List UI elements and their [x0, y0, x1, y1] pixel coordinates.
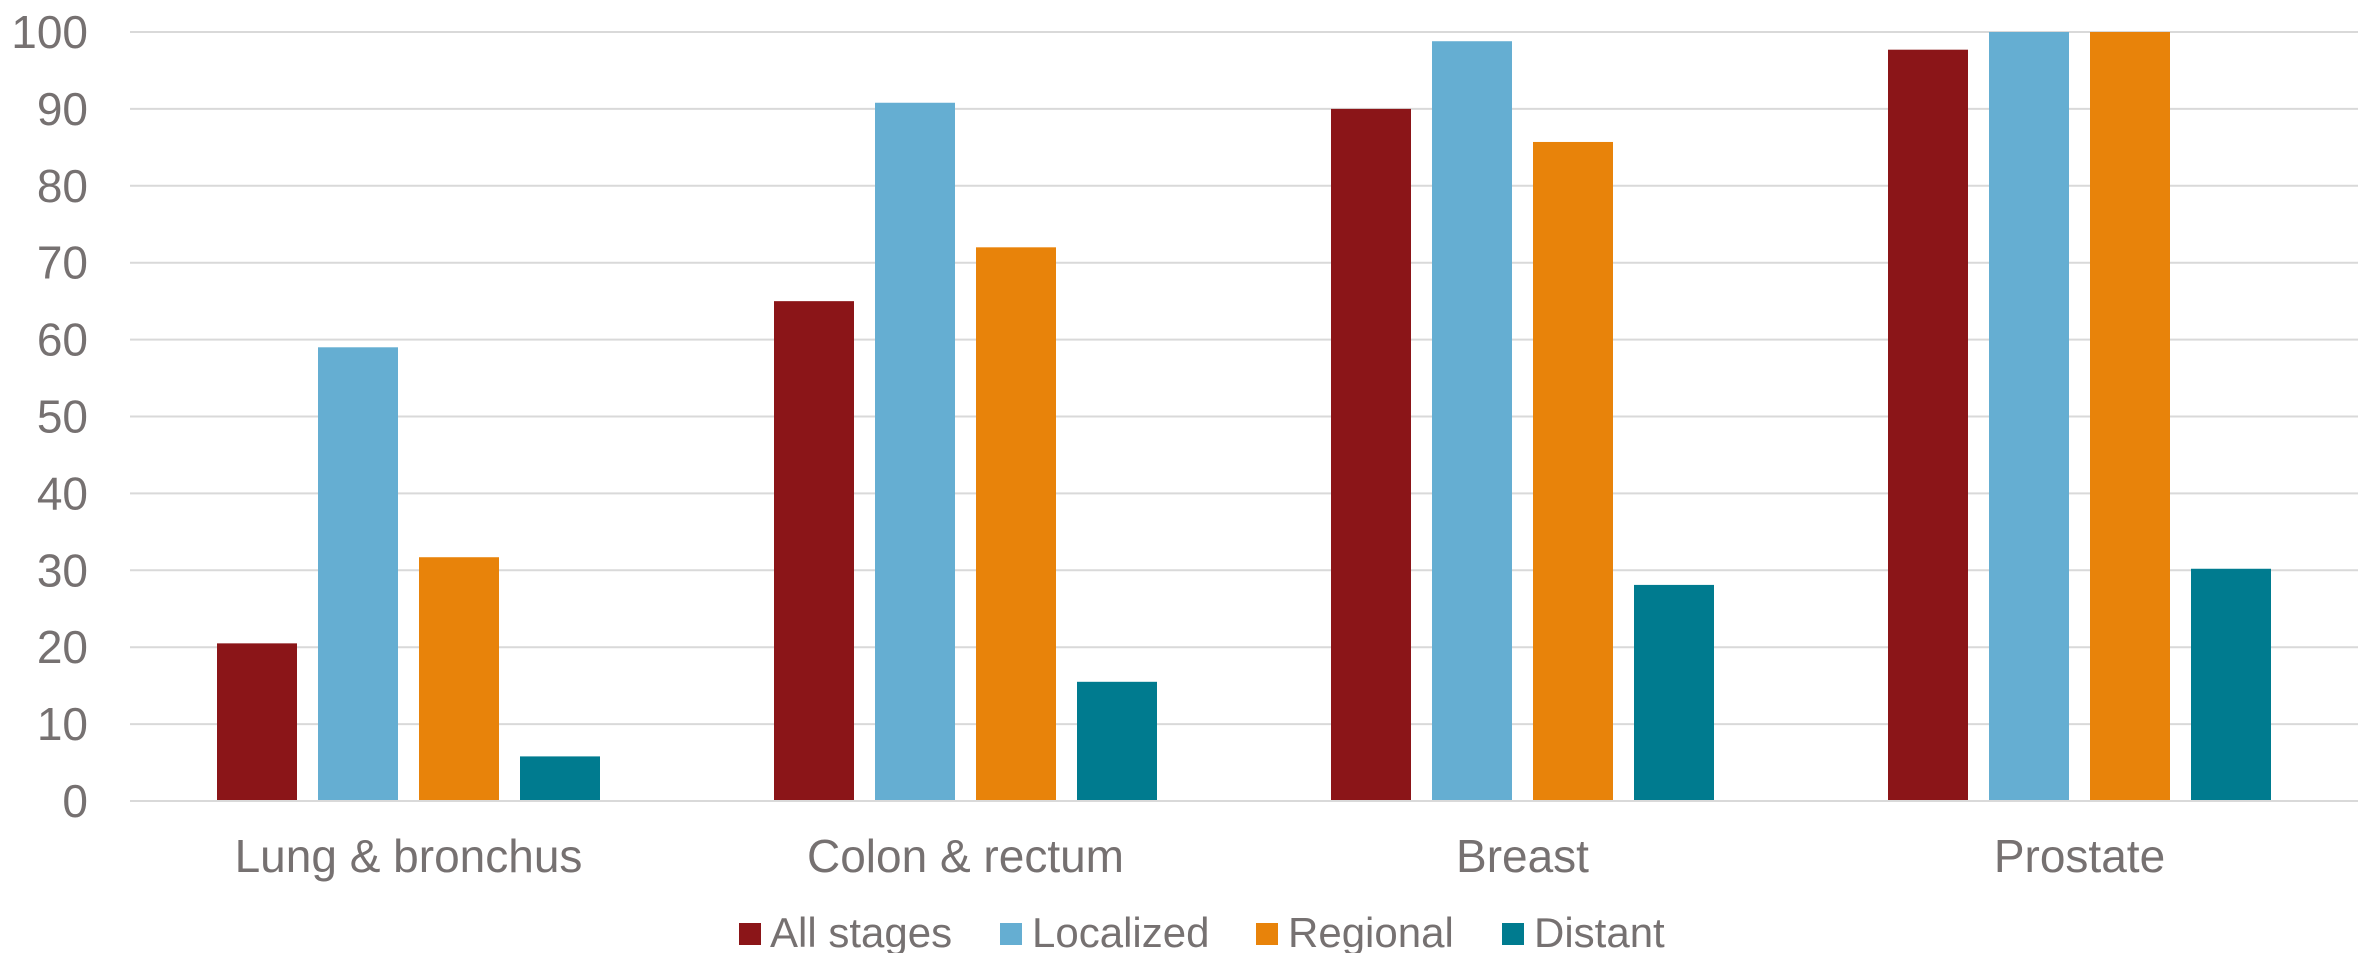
y-tick-label: 100: [11, 6, 88, 58]
legend-label: Regional: [1288, 909, 1454, 953]
bar-distant[interactable]: [520, 756, 600, 801]
y-tick-label: 60: [37, 314, 88, 366]
bar-regional[interactable]: [1533, 141, 1613, 802]
bar-distant[interactable]: [1634, 584, 1714, 801]
legend-label: All stages: [770, 909, 952, 953]
legend-item[interactable]: All stages: [739, 909, 952, 956]
bar-distant[interactable]: [2191, 568, 2271, 801]
y-tick-label: 30: [37, 544, 88, 596]
gridlines: [130, 31, 2358, 726]
bar-localized[interactable]: [875, 102, 955, 802]
y-tick-label: 90: [37, 83, 88, 135]
y-tick-label: 80: [37, 160, 88, 212]
bar-all-stages[interactable]: [1888, 49, 1968, 801]
bar-regional[interactable]: [976, 247, 1056, 801]
legend-swatch: [1502, 923, 1524, 945]
bar-all-stages[interactable]: [217, 643, 297, 801]
bar-localized[interactable]: [318, 347, 398, 801]
x-category-label: Colon & rectum: [807, 830, 1124, 882]
bar-all-stages[interactable]: [774, 301, 854, 801]
x-category-label: Lung & bronchus: [235, 830, 583, 882]
x-axis-categories: Lung & bronchus Colon & rectum Breast Prost…: [235, 830, 2166, 882]
bar-regional[interactable]: [2090, 32, 2170, 801]
legend-item[interactable]: Regional: [1256, 909, 1454, 956]
y-axis-ticks: 0 10 20 30 40 50 60 70 80 90 100: [11, 6, 88, 827]
bar-localized[interactable]: [1989, 32, 2069, 801]
y-tick-label: 20: [37, 621, 88, 673]
bar-localized[interactable]: [1432, 41, 1512, 801]
legend-swatch: [739, 923, 761, 945]
legend-label: Distant: [1534, 909, 1665, 953]
bars: [217, 32, 2271, 802]
x-category-label: Breast: [1456, 830, 1589, 882]
legend[interactable]: All stages Localized Regional Distant: [739, 909, 1665, 956]
bar-all-stages[interactable]: [1331, 108, 1411, 801]
bar-distant[interactable]: [1077, 681, 1157, 801]
legend-swatch: [1256, 923, 1278, 945]
y-tick-label: 50: [37, 391, 88, 443]
x-category-label: Prostate: [1994, 830, 2165, 882]
bar-regional[interactable]: [419, 557, 499, 801]
y-tick-label: 40: [37, 467, 88, 519]
legend-label: Localized: [1032, 909, 1209, 953]
y-tick-label: 10: [37, 698, 88, 750]
legend-swatch: [1000, 923, 1022, 945]
legend-item[interactable]: Localized: [1000, 909, 1209, 956]
legend-item[interactable]: Distant: [1502, 909, 1665, 956]
y-tick-label: 0: [62, 775, 88, 827]
y-tick-label: 70: [37, 237, 88, 289]
